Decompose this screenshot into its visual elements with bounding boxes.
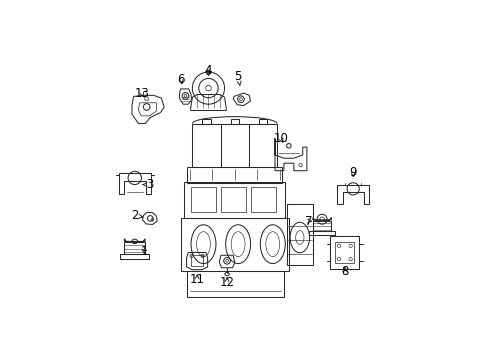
Text: 2: 2: [131, 209, 142, 222]
Text: 4: 4: [204, 64, 212, 77]
Bar: [120, 253, 149, 258]
Bar: [191, 187, 216, 212]
Bar: [183, 182, 285, 218]
Bar: [250, 187, 276, 212]
Bar: [286, 204, 312, 265]
Text: 10: 10: [273, 132, 288, 145]
Bar: [335, 242, 353, 263]
Text: 12: 12: [219, 276, 234, 289]
Text: 6: 6: [177, 73, 184, 86]
Bar: [186, 167, 282, 183]
Text: 7: 7: [305, 215, 312, 228]
Bar: [202, 118, 210, 123]
Bar: [191, 255, 203, 266]
Bar: [181, 218, 289, 270]
Text: 9: 9: [349, 166, 356, 179]
Bar: [312, 221, 331, 231]
Bar: [124, 242, 145, 253]
Text: 5: 5: [234, 70, 242, 86]
Bar: [221, 187, 246, 212]
Text: 3: 3: [142, 178, 153, 191]
Text: 8: 8: [341, 265, 348, 278]
Bar: [186, 270, 284, 297]
Bar: [330, 236, 359, 269]
Bar: [192, 123, 276, 167]
Bar: [258, 118, 266, 123]
Text: 1: 1: [141, 245, 148, 258]
Text: 13: 13: [134, 87, 149, 100]
Text: 11: 11: [189, 273, 204, 286]
Bar: [230, 118, 238, 123]
Bar: [308, 231, 335, 235]
